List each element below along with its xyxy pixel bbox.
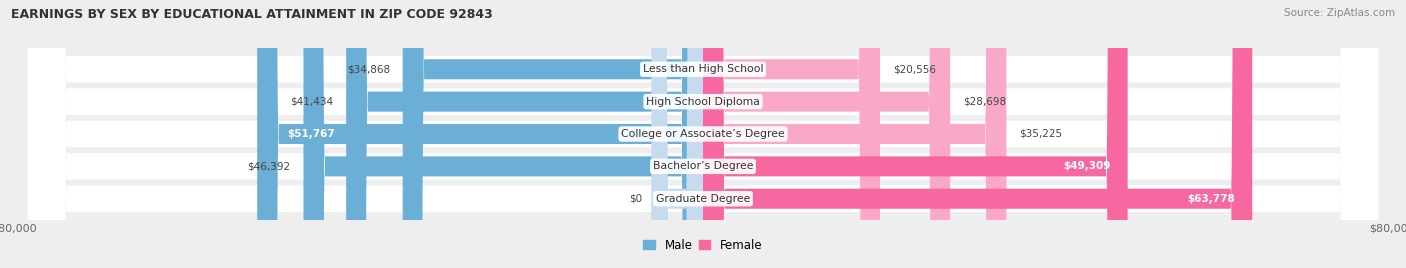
Text: $35,225: $35,225	[1019, 129, 1063, 139]
Text: High School Diploma: High School Diploma	[647, 97, 759, 107]
Text: Bachelor’s Degree: Bachelor’s Degree	[652, 161, 754, 171]
Text: Graduate Degree: Graduate Degree	[655, 194, 751, 204]
FancyBboxPatch shape	[28, 0, 1378, 268]
Text: EARNINGS BY SEX BY EDUCATIONAL ATTAINMENT IN ZIP CODE 92843: EARNINGS BY SEX BY EDUCATIONAL ATTAINMEN…	[11, 8, 494, 21]
Text: $51,767: $51,767	[287, 129, 335, 139]
Text: $63,778: $63,778	[1187, 194, 1234, 204]
FancyBboxPatch shape	[402, 0, 703, 268]
FancyBboxPatch shape	[28, 0, 1378, 268]
Text: $28,698: $28,698	[963, 97, 1007, 107]
Text: $34,868: $34,868	[347, 64, 389, 74]
Text: Less than High School: Less than High School	[643, 64, 763, 74]
Text: $46,392: $46,392	[247, 161, 291, 171]
FancyBboxPatch shape	[346, 0, 703, 268]
FancyBboxPatch shape	[257, 0, 703, 268]
Text: Source: ZipAtlas.com: Source: ZipAtlas.com	[1284, 8, 1395, 18]
FancyBboxPatch shape	[28, 0, 1378, 268]
FancyBboxPatch shape	[28, 0, 1378, 268]
Text: $0: $0	[630, 194, 643, 204]
FancyBboxPatch shape	[703, 0, 950, 268]
FancyBboxPatch shape	[28, 0, 1378, 268]
Legend: Male, Female: Male, Female	[644, 239, 762, 252]
Text: $20,556: $20,556	[893, 64, 936, 74]
FancyBboxPatch shape	[703, 0, 880, 268]
FancyBboxPatch shape	[703, 0, 1128, 268]
FancyBboxPatch shape	[651, 0, 703, 268]
FancyBboxPatch shape	[703, 0, 1253, 268]
Text: College or Associate’s Degree: College or Associate’s Degree	[621, 129, 785, 139]
FancyBboxPatch shape	[304, 0, 703, 268]
FancyBboxPatch shape	[703, 0, 1007, 268]
Text: $41,434: $41,434	[290, 97, 333, 107]
Text: $49,309: $49,309	[1063, 161, 1111, 171]
